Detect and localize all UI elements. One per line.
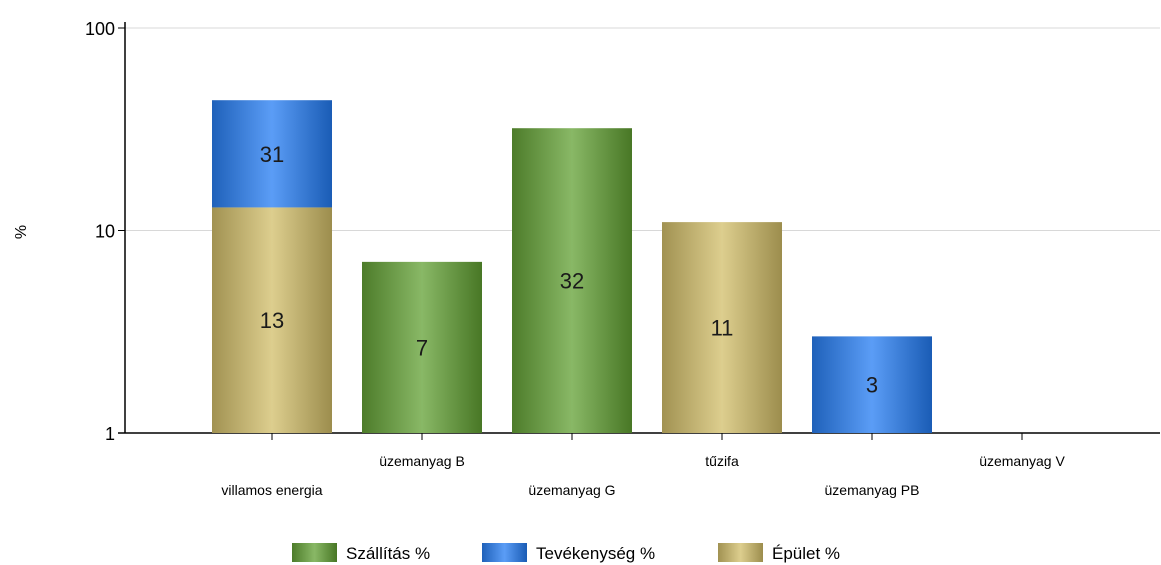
bar-value-label: 11	[711, 316, 734, 341]
legend-label: Épület %	[772, 544, 840, 563]
y-tick-label: 100	[85, 19, 115, 39]
legend-item: Tevékenység %	[482, 543, 655, 563]
legend-item: Szállítás %	[292, 543, 430, 563]
bar	[662, 222, 782, 433]
bar	[212, 207, 332, 433]
bar-value-label: 7	[416, 335, 428, 360]
bar-value-label: 13	[260, 308, 284, 333]
bar-value-label: 3	[866, 373, 878, 398]
x-tick-label: üzemanyag PB	[825, 482, 920, 498]
bar	[362, 261, 482, 433]
x-tick-label: villamos energia	[221, 482, 322, 498]
legend-swatch	[482, 543, 527, 562]
x-tick-label: tűzifa	[705, 453, 739, 469]
legend-swatch	[718, 543, 763, 562]
legend-swatch	[292, 543, 337, 562]
legend-item: Épület %	[718, 543, 840, 563]
legend-label: Tevékenység %	[536, 544, 655, 563]
legend-label: Szállítás %	[346, 544, 430, 563]
y-tick-label: 1	[105, 424, 115, 444]
bar-value-label: 32	[560, 269, 584, 294]
x-tick-label: üzemanyag V	[979, 453, 1065, 469]
x-tick-label: üzemanyag G	[528, 482, 615, 498]
x-tick-label: üzemanyag B	[379, 453, 465, 469]
y-tick-label: 10	[95, 222, 115, 242]
bar-value-label: 31	[260, 142, 284, 167]
bar	[812, 336, 932, 433]
y-axis-title: %	[13, 225, 30, 239]
bar	[512, 128, 632, 433]
bar	[212, 100, 332, 208]
